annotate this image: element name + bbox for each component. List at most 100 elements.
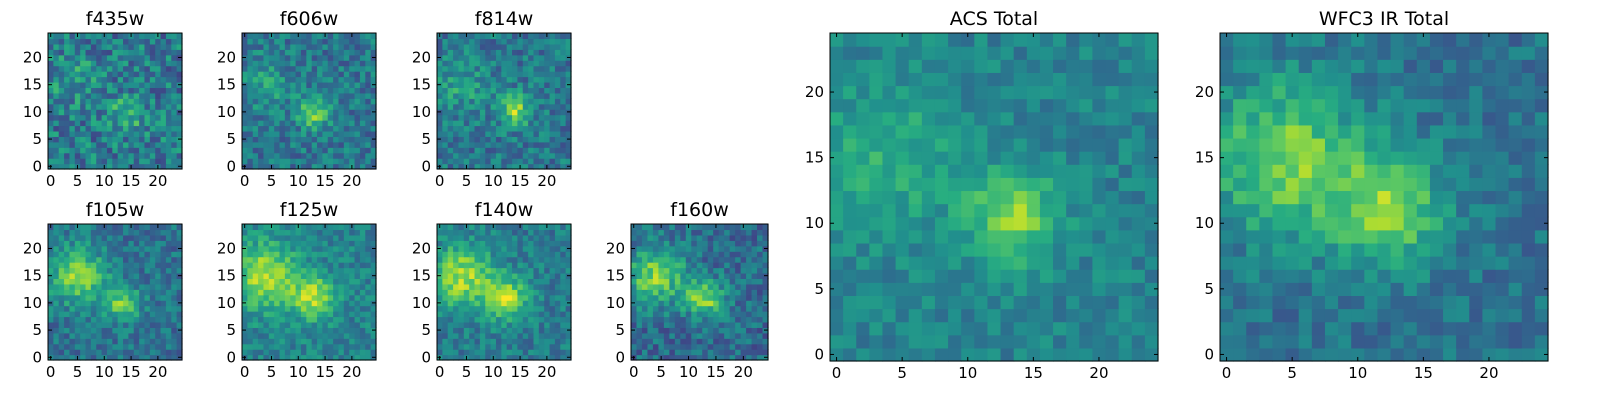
heatmap-cell <box>512 344 518 350</box>
heatmap-cell <box>365 278 371 284</box>
heatmap-cell <box>560 153 566 159</box>
heatmap-cell <box>1001 322 1015 336</box>
heatmap-cell <box>134 289 140 295</box>
heatmap-cell <box>69 109 75 115</box>
heatmap-cell <box>306 229 312 235</box>
heatmap-cell <box>464 158 470 164</box>
heatmap-cell <box>746 338 752 344</box>
heatmap-cell <box>528 322 534 328</box>
heatmap-cell <box>507 262 513 268</box>
heatmap-cell <box>355 104 361 110</box>
heatmap-cell <box>344 66 350 72</box>
heatmap-cell <box>128 136 134 142</box>
heatmap-cell <box>757 349 763 355</box>
heatmap-cell <box>349 300 355 306</box>
heatmap-cell <box>469 262 475 268</box>
heatmap-cell <box>139 316 145 322</box>
heatmap-cell <box>102 125 108 131</box>
heatmap-cell <box>91 289 97 295</box>
heatmap-cell <box>64 327 70 333</box>
heatmap-cell <box>458 60 464 66</box>
heatmap-cell <box>550 349 556 355</box>
heatmap-cell <box>469 93 475 99</box>
heatmap-cell <box>642 322 648 328</box>
heatmap-cell <box>555 153 561 159</box>
heatmap-cell <box>91 246 97 252</box>
heatmap-cell <box>161 262 167 268</box>
y-tick-label: 20 <box>606 239 625 257</box>
heatmap-cell <box>539 257 545 263</box>
heatmap-cell <box>752 273 758 279</box>
heatmap-cell <box>53 262 59 268</box>
heatmap-cell <box>1066 348 1080 362</box>
heatmap-cell <box>258 60 264 66</box>
heatmap-cell <box>935 230 949 244</box>
heatmap-cell <box>935 190 949 204</box>
heatmap-cell <box>53 316 59 322</box>
heatmap-cell <box>922 335 936 349</box>
heatmap-cell <box>344 333 350 339</box>
heatmap-cell <box>544 120 550 126</box>
heatmap-cell <box>258 349 264 355</box>
heatmap-cell <box>139 229 145 235</box>
heatmap-cell <box>1014 151 1028 165</box>
heatmap-cell <box>512 153 518 159</box>
heatmap-cell <box>349 262 355 268</box>
heatmap-cell <box>301 77 307 83</box>
heatmap-cell <box>544 251 550 257</box>
heatmap-cell <box>469 153 475 159</box>
heatmap-cell <box>658 322 664 328</box>
heatmap-cell <box>269 327 275 333</box>
heatmap-cell <box>691 311 697 317</box>
heatmap-cell <box>150 251 156 257</box>
heatmap-cell <box>475 306 481 312</box>
heatmap-cell <box>485 87 491 93</box>
heatmap-cell <box>150 262 156 268</box>
heatmap-cell <box>664 316 670 322</box>
heatmap-cell <box>664 322 670 328</box>
heatmap-cell <box>555 278 561 284</box>
heatmap-cell <box>560 295 566 301</box>
heatmap-cell <box>437 49 443 55</box>
heatmap-cell <box>123 104 129 110</box>
heatmap-cell <box>1106 230 1120 244</box>
heatmap-cell <box>333 300 339 306</box>
heatmap-cell <box>80 229 86 235</box>
heatmap-cell <box>555 82 561 88</box>
heatmap-cell <box>491 333 497 339</box>
heatmap-cell <box>134 229 140 235</box>
heatmap-cell <box>746 284 752 290</box>
heatmap-cell <box>560 327 566 333</box>
heatmap-cell <box>269 284 275 290</box>
x-tick-label: 20 <box>342 363 361 381</box>
heatmap-cell <box>544 262 550 268</box>
heatmap-cell <box>338 87 344 93</box>
heatmap-cell <box>155 257 161 263</box>
heatmap-cell <box>458 268 464 274</box>
heatmap-cell <box>128 87 134 93</box>
heatmap-cell <box>485 125 491 131</box>
heatmap-cell <box>697 284 703 290</box>
heatmap-cell <box>719 278 725 284</box>
heatmap-cell <box>702 257 708 263</box>
heatmap-cell <box>724 251 730 257</box>
heatmap-cell <box>48 349 54 355</box>
heatmap-cell <box>360 278 366 284</box>
heatmap-cell <box>128 77 134 83</box>
heatmap-cell <box>365 87 371 93</box>
heatmap-cell <box>442 44 448 50</box>
heatmap-cell <box>80 77 86 83</box>
heatmap-cell <box>686 306 692 312</box>
heatmap-cell <box>123 295 129 301</box>
heatmap-cell <box>349 71 355 77</box>
panel-title: f606w <box>280 8 339 30</box>
heatmap-cell <box>253 115 259 121</box>
heatmap-cell <box>475 142 481 148</box>
heatmap-cell <box>458 235 464 241</box>
heatmap-cell <box>442 224 448 230</box>
heatmap-cell <box>312 49 318 55</box>
heatmap-cell <box>539 251 545 257</box>
heatmap-cell <box>242 125 248 131</box>
heatmap-cell <box>150 33 156 39</box>
heatmap-cell <box>442 311 448 317</box>
